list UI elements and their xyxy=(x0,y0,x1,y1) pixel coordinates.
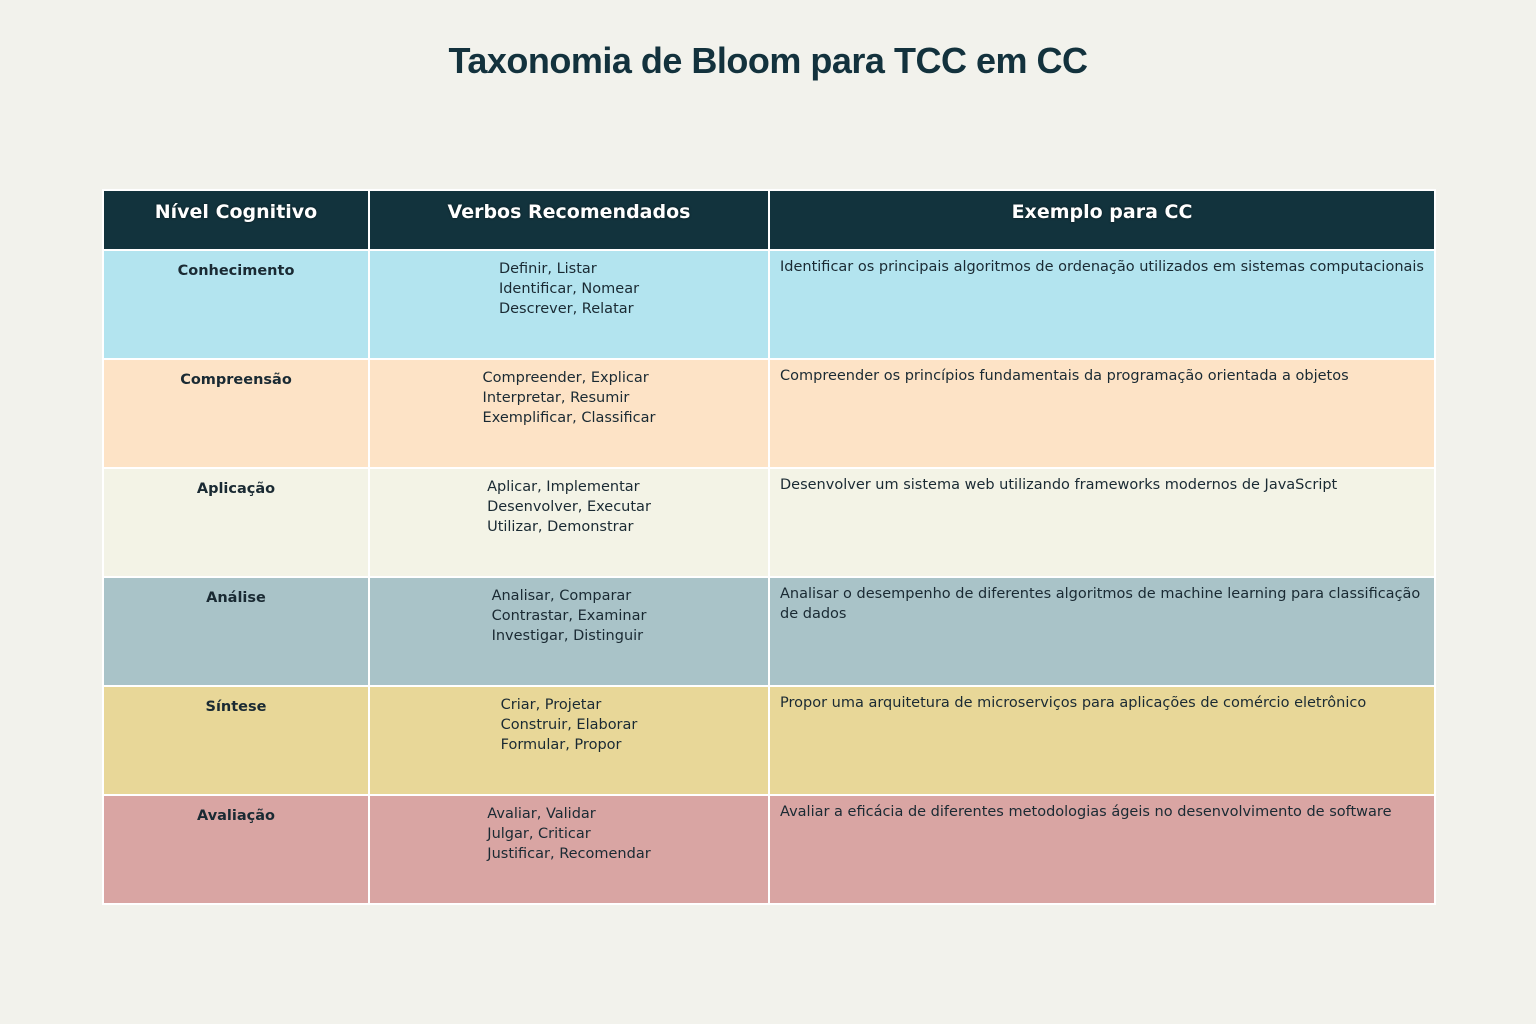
verb-line: Descrever, Relatar xyxy=(498,301,634,317)
verb-list: Avaliar, Validar Julgar, Criticar Justific… xyxy=(487,804,650,864)
column-header-verbs: Verbos Recomendados xyxy=(368,189,770,251)
cell-level: Análise xyxy=(102,576,370,687)
verb-list: Analisar, Comparar Contrastar, Examinar In… xyxy=(492,586,647,646)
verb-line: Identificar, Nomear xyxy=(498,281,640,297)
verb-list: Compreender, Explicar Interpretar, Resumi… xyxy=(483,368,656,428)
cell-verbs: Aplicar, Implementar Desenvolver, Executa… xyxy=(368,467,770,578)
verb-line: Aplicar, Implementar xyxy=(487,479,640,495)
verb-line: Utilizar, Demonstrar xyxy=(487,519,634,535)
level-label: Conhecimento xyxy=(177,263,295,279)
table-row: Avaliação Avaliar, Validar Julgar, Critica… xyxy=(102,794,1436,905)
column-header-example: Exemplo para CC xyxy=(768,189,1436,251)
cell-level: Conhecimento xyxy=(102,249,370,360)
verb-line: Criar, Projetar xyxy=(500,697,602,713)
cell-level: Avaliação xyxy=(102,794,370,905)
cell-example: Propor uma arquitetura de microserviços … xyxy=(768,685,1436,796)
cell-example: Identificar os principais algoritmos de … xyxy=(768,249,1436,360)
verb-list: Aplicar, Implementar Desenvolver, Executa… xyxy=(487,477,651,537)
verb-line: Compreender, Explicar xyxy=(482,370,649,386)
verb-line: Exemplificar, Classificar xyxy=(482,410,656,426)
verb-line: Interpretar, Resumir xyxy=(482,390,630,406)
cell-verbs: Definir, Listar Identificar, Nomear Descre… xyxy=(368,249,770,360)
verb-line: Julgar, Criticar xyxy=(487,826,591,842)
cell-verbs: Analisar, Comparar Contrastar, Examinar In… xyxy=(368,576,770,687)
level-label: Avaliação xyxy=(196,808,275,824)
cell-example: Avaliar a eficácia de diferentes metodol… xyxy=(768,794,1436,905)
table-header-row: Nível Cognitivo Verbos Recomendados Exem… xyxy=(102,189,1436,251)
cell-verbs: Avaliar, Validar Julgar, Criticar Justific… xyxy=(368,794,770,905)
table-row: Análise Analisar, Comparar Contrastar, Exa… xyxy=(102,576,1436,687)
column-header-level: Nível Cognitivo xyxy=(102,189,370,251)
table-row: Síntese Criar, Projetar Construir, Elabora… xyxy=(102,685,1436,796)
level-label: Análise xyxy=(206,590,266,606)
cell-example: Analisar o desempenho de diferentes algo… xyxy=(768,576,1436,687)
verb-list: Definir, Listar Identificar, Nomear Descre… xyxy=(499,259,639,319)
cell-example: Desenvolver um sistema web utilizando fr… xyxy=(768,467,1436,578)
page-title: Taxonomia de Bloom para TCC em CC xyxy=(448,40,1088,81)
verb-line: Avaliar, Validar xyxy=(487,806,596,822)
verb-line: Construir, Elaborar xyxy=(500,717,638,733)
table-row: Aplicação Aplicar, Implementar Desenvolver… xyxy=(102,467,1436,578)
table-row: Conhecimento Definir, Listar Identificar, … xyxy=(102,249,1436,360)
table-body: Conhecimento Definir, Listar Identificar, … xyxy=(102,249,1436,905)
level-label: Compreensão xyxy=(180,372,292,388)
cell-verbs: Compreender, Explicar Interpretar, Resumi… xyxy=(368,358,770,469)
cell-verbs: Criar, Projetar Construir, Elaborar Formul… xyxy=(368,685,770,796)
bloom-taxonomy-table: Nível Cognitivo Verbos Recomendados Exem… xyxy=(102,189,1436,905)
verb-list: Criar, Projetar Construir, Elaborar Formul… xyxy=(501,695,638,755)
verb-line: Formular, Propor xyxy=(500,737,622,753)
cell-example: Compreender os princípios fundamentais d… xyxy=(768,358,1436,469)
verb-line: Desenvolver, Executar xyxy=(487,499,651,515)
cell-level: Aplicação xyxy=(102,467,370,578)
verb-line: Investigar, Distinguir xyxy=(491,628,644,644)
verb-line: Definir, Listar xyxy=(498,261,597,277)
cell-level: Compreensão xyxy=(102,358,370,469)
verb-line: Contrastar, Examinar xyxy=(491,608,647,624)
cell-level: Síntese xyxy=(102,685,370,796)
verb-line: Analisar, Comparar xyxy=(491,588,632,604)
level-label: Síntese xyxy=(205,699,267,715)
verb-line: Justificar, Recomendar xyxy=(487,846,651,862)
table-row: Compreensão Compreender, Explicar Interpre… xyxy=(102,358,1436,469)
level-label: Aplicação xyxy=(196,481,276,497)
